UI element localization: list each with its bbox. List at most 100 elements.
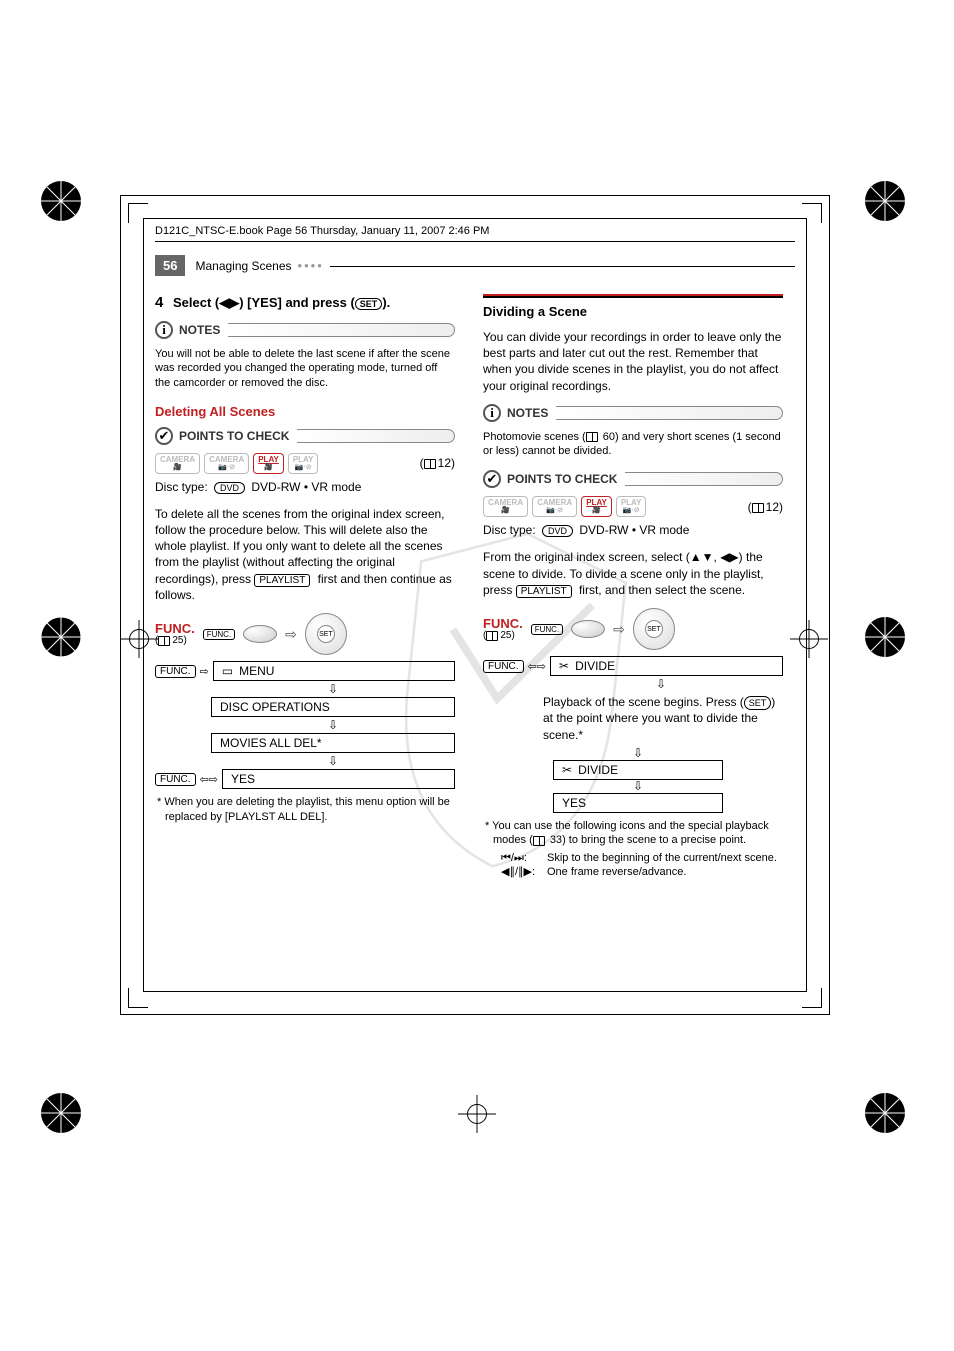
scissors-icon: ✂ [562,763,572,777]
func-tag: FUNC. [155,665,196,678]
arrow-down-icon: ⇩ [539,678,783,690]
arrow-down-icon: ⇩ [211,755,455,767]
menu-item: YES [553,793,723,813]
registration-disc [38,614,84,660]
arrow-right-icon: ⇨ [285,626,297,643]
icon-list-row: ⏮/⏭: Skip to the beginning of the curren… [509,851,783,865]
registration-disc [862,1090,908,1136]
func-controls-row: FUNC. (25) FUNC. ⇨ [483,608,783,650]
notes-heading: i NOTES [155,321,455,339]
menu-item: ✂DIVIDE [550,656,783,676]
check-icon: ✔ [155,427,173,445]
book-icon [486,631,498,641]
step-4: 4 Select (◀▶) [YES] and press (SET). [155,294,455,311]
mode-camera-1: CAMERA🎥 [483,496,528,517]
running-header: 56 Managing Scenes •••• [155,255,795,276]
divide-chain: ⇩ ✂DIVIDE ⇩ YES [553,747,783,813]
intro-dividing: You can divide your recordings in order … [483,329,783,394]
subhead-deleting-all: Deleting All Scenes [155,404,455,419]
icon-list-row: ◀∥/∥▶: One frame reverse/advance. [509,865,783,879]
crop-corner [802,988,822,1008]
points-heading: ✔ POINTS TO CHECK [155,427,455,445]
right-column: Dividing a Scene You can divide your rec… [483,294,783,879]
notes-body: Photomovie scenes ( 60) and very short s… [483,430,783,459]
registration-disc [862,614,908,660]
crop-corner [128,203,148,223]
func-controls-row: FUNC. (25) FUNC. ⇨ [155,613,455,655]
set-dpad-icon [305,613,347,655]
func-tag: FUNC. [483,660,524,673]
playback-note: Playback of the scene begins. Press (SET… [543,694,783,743]
arrow-down-icon: ⇩ [553,747,723,760]
book-icon [158,636,170,646]
menu-item: MOVIES ALL DEL* [211,733,455,753]
func-ref: (25) [483,630,523,641]
scissors-icon: ✂ [559,659,569,673]
func-button-icon [243,625,277,643]
left-column: 4 Select (◀▶) [YES] and press (SET). i N… [155,294,455,879]
notes-label: NOTES [179,323,220,337]
footnote-left: * When you are deleting the playlist, th… [155,795,455,824]
menu-icon: ▭ [222,664,233,678]
func-button-icon [571,620,605,638]
book-icon [752,503,764,513]
page-number: 56 [155,255,185,276]
book-icon [424,459,436,469]
step-number: 4 [155,294,163,311]
dots-decoration: •••• [298,258,324,273]
set-icon: SET [744,696,772,710]
registration-disc [38,1090,84,1136]
mode-play-2: PLAY📷·⊘ [616,496,647,517]
menu-chain: FUNC. ⇨ ▭MENU ⇩ DISC OPERATIONS ⇩ MOVIES… [155,661,455,789]
notes-label: NOTES [507,406,548,420]
func-small-label: FUNC. [531,624,563,635]
mode-play-2: PLAY📷·⊘ [288,453,319,474]
mode-camera-1: CAMERA🎥 [155,453,200,474]
func-tag: FUNC. [155,773,196,786]
set-dpad-icon [633,608,675,650]
menu-item: DISC OPERATIONS [211,697,455,717]
arrow-down-icon: ⇩ [211,719,455,731]
step-text-b: ) [YES] and press ( [239,295,355,310]
info-icon: i [155,321,173,339]
dvd-icon: DVD [542,525,573,537]
mode-indicator-row: CAMERA🎥 CAMERA📷·⊘ PLAY🎥 PLAY📷·⊘ (12) [483,496,783,517]
mode-play-active: PLAY🎥 [581,496,612,517]
playlist-button-label: PLAYLIST [254,574,310,587]
disc-type-line: Disc type: DVD DVD-RW • VR mode [483,523,783,537]
crop-corner [802,203,822,223]
skip-desc: Skip to the beginning of the current/nex… [555,851,777,865]
mode-indicator-row: CAMERA🎥 CAMERA📷·⊘ PLAY🎥 PLAY📷·⊘ (12) [155,453,455,474]
notes-body: You will not be able to delete the last … [155,347,455,390]
step-text-a: Select ( [173,295,219,310]
book-icon [533,836,545,846]
mode-camera-2: CAMERA📷·⊘ [204,453,249,474]
arrow-right-icon: ⇨ [613,621,625,638]
frame-desc: One frame reverse/advance. [555,865,686,879]
arrow-lr-icon: ⇦⇨ [200,773,218,786]
func-small-label: FUNC. [203,629,235,640]
arrows-lr-icon: ◀▶ [720,550,738,564]
body-divide: From the original index screen, select (… [483,549,783,598]
registration-disc [38,178,84,224]
info-icon: i [483,404,501,422]
body-delete-all: To delete all the scenes from the origin… [155,506,455,603]
arrows-ud-icon: ▲▼ [690,550,714,564]
crop-corner [128,988,148,1008]
points-heading: ✔ POINTS TO CHECK [483,470,783,488]
menu-item: YES [222,769,455,789]
page-ref: (12) [420,456,455,470]
mode-camera-2: CAMERA📷·⊘ [532,496,577,517]
points-label: POINTS TO CHECK [507,472,617,486]
section-title-dividing: Dividing a Scene [483,304,783,319]
dvd-icon: DVD [214,482,245,494]
step-text-c: ). [382,295,390,310]
page-ref: (12) [748,500,783,514]
func-label: FUNC. [155,622,195,635]
menu-item: ▭MENU [213,661,455,681]
arrow-right-icon: ⇨ [200,665,209,678]
set-icon: SET [355,298,383,310]
playlist-button-label: PLAYLIST [516,585,572,598]
func-ref: (25) [155,635,195,646]
arrows-lr-icon: ◀▶ [219,295,239,310]
